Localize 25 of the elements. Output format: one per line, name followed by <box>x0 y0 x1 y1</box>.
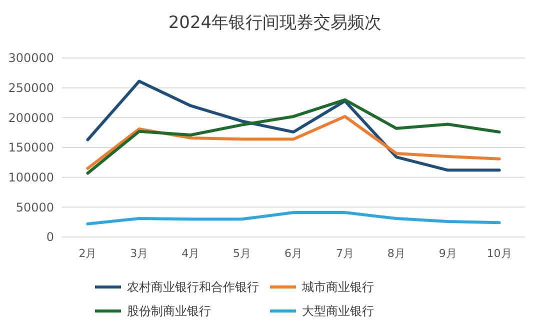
y-tick-label: 250000 <box>8 81 54 96</box>
x-tick-label: 10月 <box>486 247 512 260</box>
y-tick-label: 200000 <box>8 110 54 125</box>
x-tick-label: 9月 <box>438 247 457 260</box>
y-tick-label: 0 <box>46 230 54 244</box>
legend-label: 农村商业银行和合作银行 <box>127 280 259 294</box>
x-tick-label: 4月 <box>182 247 200 260</box>
x-tick-label: 5月 <box>233 247 252 260</box>
legend-label: 股份制商业银行 <box>127 304 211 318</box>
chart-title: 2024年银行间现券交易频次 <box>168 13 382 33</box>
x-tick-label: 7月 <box>336 247 354 260</box>
legend-label: 大型商业银行 <box>302 304 374 318</box>
x-tick-label: 8月 <box>387 247 406 260</box>
line-series <box>86 80 501 172</box>
legend-label: 城市商业银行 <box>301 280 374 294</box>
line-series <box>86 98 501 175</box>
line-series <box>86 211 501 226</box>
x-tick-label: 2月 <box>78 247 97 260</box>
x-tick-label: 6月 <box>284 247 302 260</box>
y-tick-label: 50000 <box>16 200 54 214</box>
y-tick-label: 300000 <box>8 51 54 66</box>
y-tick-label: 150000 <box>8 140 54 155</box>
line-series <box>86 114 501 170</box>
x-tick-label: 3月 <box>130 247 148 260</box>
y-tick-label: 100000 <box>8 170 54 185</box>
